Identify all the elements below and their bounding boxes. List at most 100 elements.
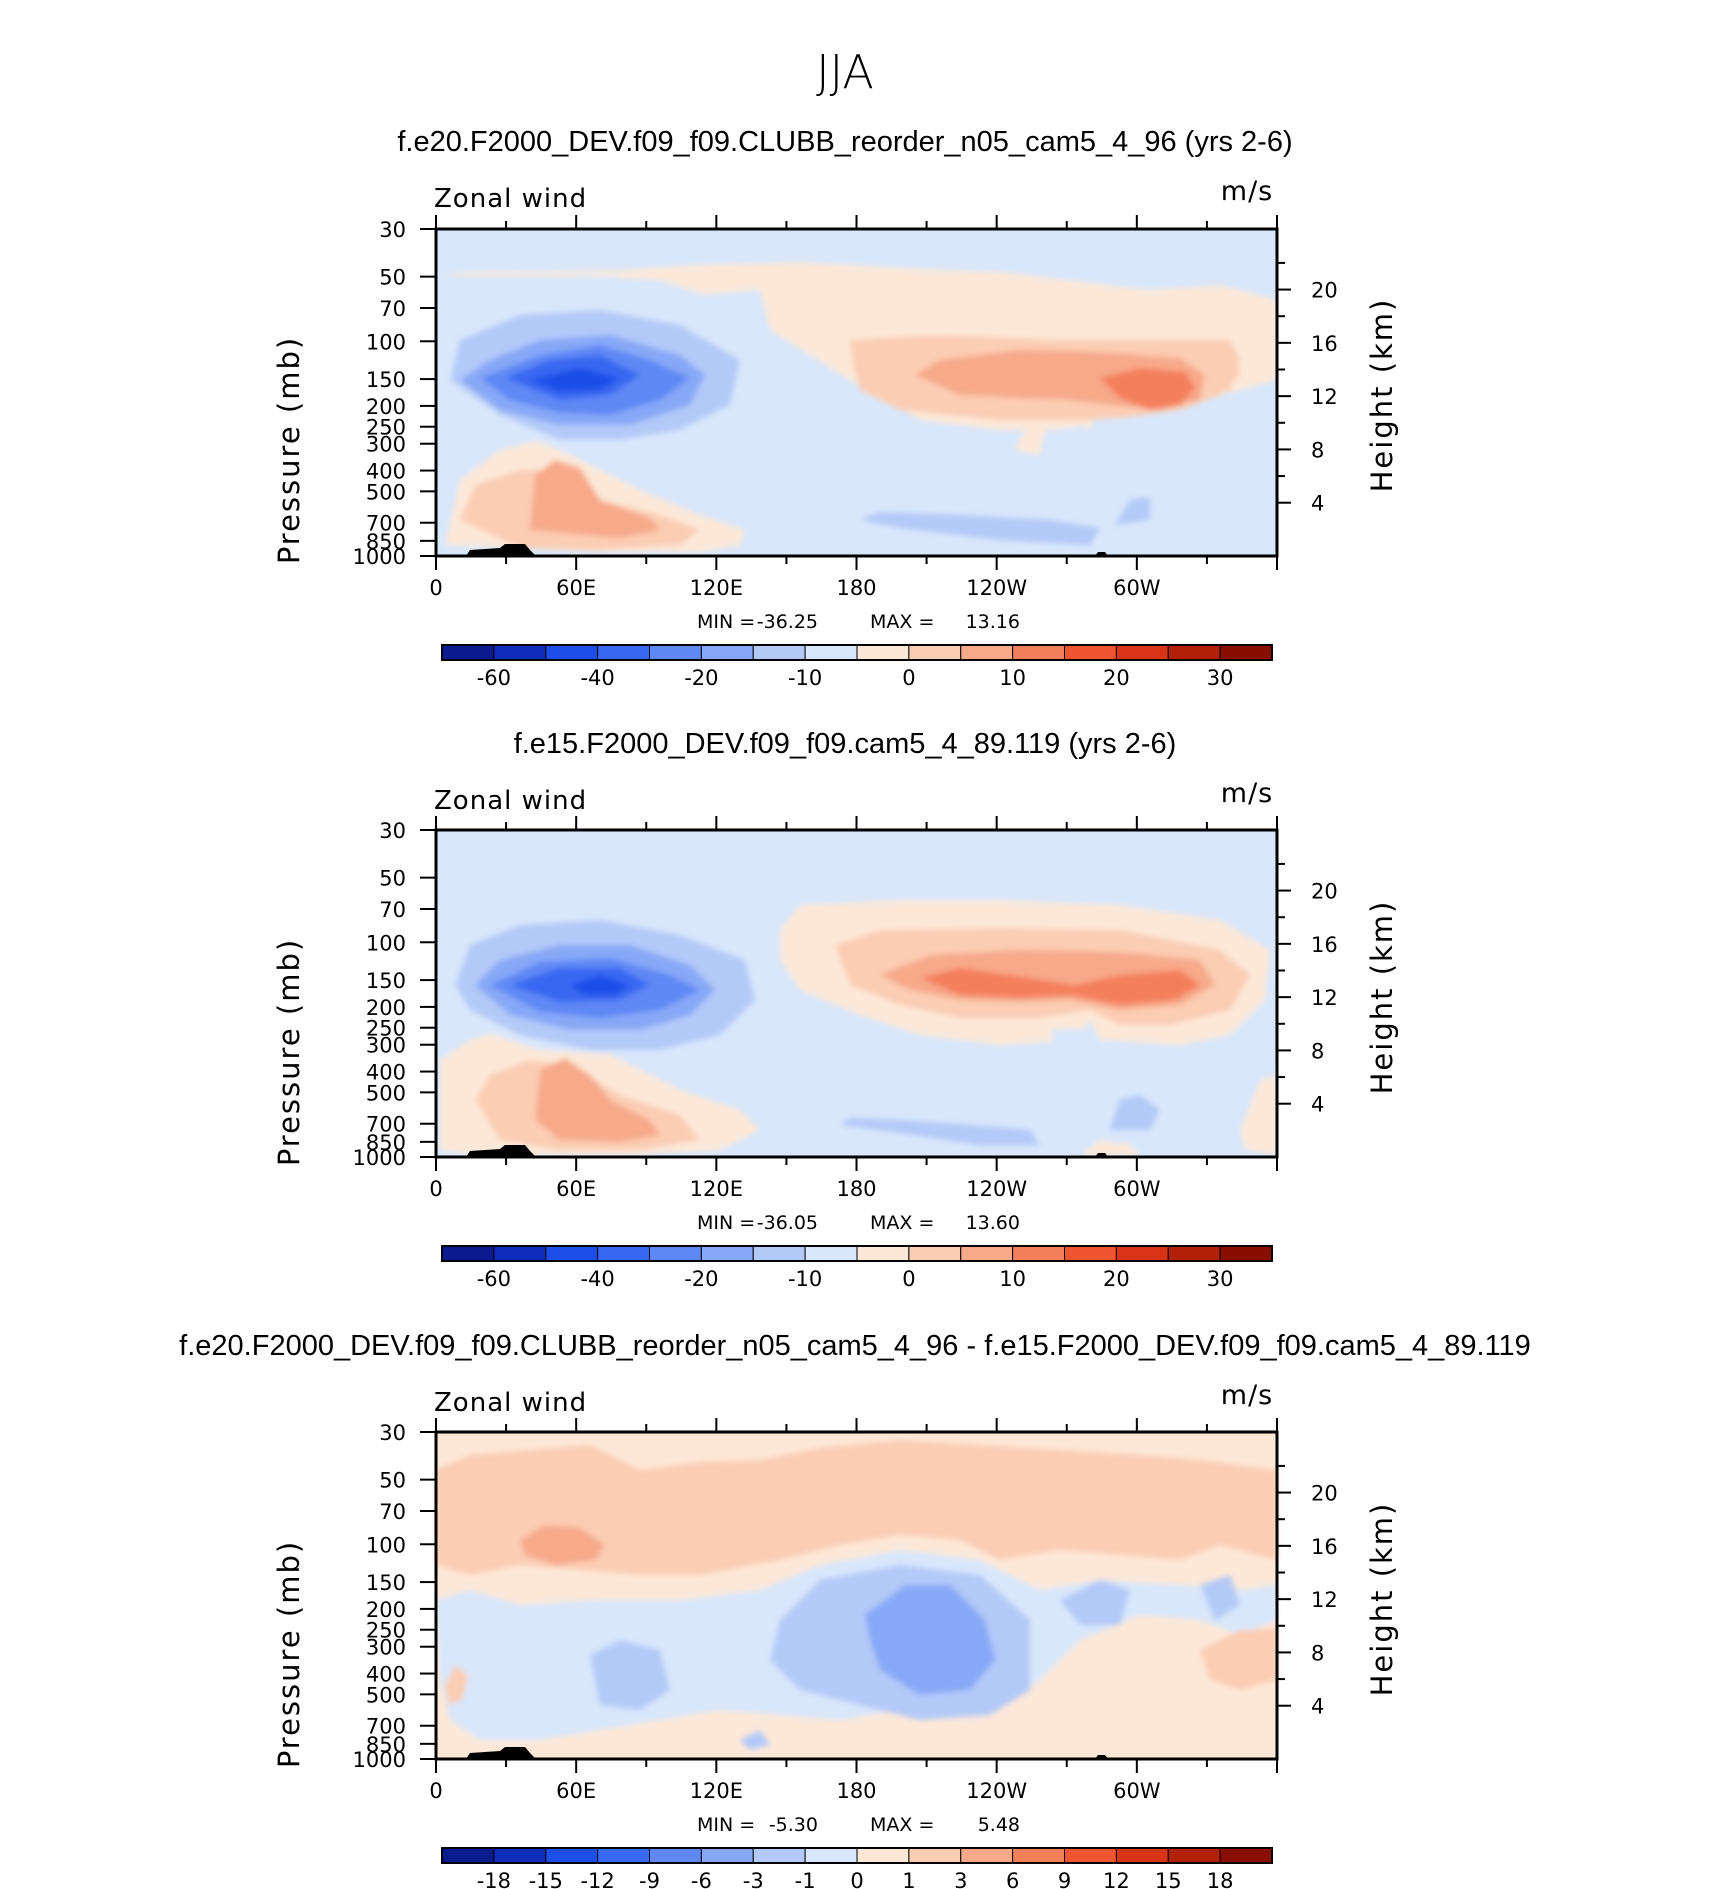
- y-tick-label: 1000: [353, 545, 406, 569]
- colorbar-frame: [441, 644, 1273, 661]
- y-tick-label: 400: [366, 1663, 406, 1687]
- contour-1-to-3-lower: [445, 1665, 468, 1705]
- y-tick-label: 700: [366, 512, 406, 536]
- colorbar-box: [1167, 1847, 1221, 1864]
- colorbar-label: 6: [1006, 1869, 1019, 1889]
- colorbar-box: [700, 644, 754, 661]
- colorbar-label: -6: [691, 1869, 712, 1889]
- colorbar-label: -40: [580, 1267, 614, 1291]
- colorbar-box: [1167, 644, 1221, 661]
- panel-1: f.e20.F2000_DEV.f09_f09.CLUBB_reorder_n0…: [272, 126, 1399, 690]
- variable-label: Zonal wind: [434, 1388, 587, 1418]
- y-tick-label: 150: [366, 1571, 406, 1595]
- max-label: MAX =: [870, 1212, 934, 1234]
- colorbar-box: [700, 1245, 754, 1262]
- contour-1-to-3: [436, 1440, 1277, 1575]
- panel-title: f.e20.F2000_DEV.f09_f09.CLUBB_reorder_n0…: [397, 126, 1292, 158]
- x-tick-label: 0: [429, 1177, 442, 1201]
- colorbar-label: 9: [1058, 1869, 1071, 1889]
- contour-field: [434, 227, 1279, 558]
- colorbar-box: [545, 1847, 599, 1864]
- colorbar-label: 10: [999, 1267, 1026, 1291]
- colorbar-label: -20: [684, 1267, 718, 1291]
- y-tick-label: 30: [379, 1421, 406, 1445]
- units-label: m/s: [1221, 176, 1273, 207]
- colorbar-box: [441, 1245, 495, 1262]
- contour-neg6-to-neg3: [865, 1585, 995, 1695]
- variable-label: Zonal wind: [434, 184, 587, 214]
- y-right-tick-label: 4: [1311, 492, 1324, 516]
- y-right-tick-label: 20: [1311, 880, 1338, 904]
- topography: [466, 1747, 536, 1759]
- y-right-tick-label: 20: [1311, 279, 1338, 303]
- y-tick-label: 300: [366, 1636, 406, 1660]
- x-tick-label: 60E: [556, 576, 596, 600]
- y-right-tick-label: 4: [1311, 1695, 1324, 1719]
- colorbar-box: [649, 644, 702, 661]
- colorbar-box: [752, 1245, 806, 1262]
- colorbar-box: [597, 1245, 650, 1262]
- x-tick-label: 120W: [966, 1177, 1027, 1201]
- colorbar-label: -60: [477, 1267, 511, 1291]
- colorbar-label: 18: [1207, 1869, 1234, 1889]
- y-tick-label: 100: [366, 330, 406, 354]
- colorbar-box: [649, 1245, 702, 1262]
- y-tick-label: 70: [379, 1500, 406, 1524]
- colorbar-label: -1: [795, 1869, 816, 1889]
- contour-neg5-to-0-small: [1055, 425, 1090, 442]
- contour-neg10-to-neg5-lower: [840, 1118, 1040, 1145]
- y-tick-label: 500: [366, 1683, 406, 1707]
- colorbar-box: [493, 1847, 547, 1864]
- colorbar-box: [1012, 644, 1065, 661]
- colorbar-box: [597, 644, 650, 661]
- y-right-tick-label: 8: [1311, 1039, 1324, 1063]
- colorbar-label: 10: [999, 666, 1026, 690]
- max-value: 13.60: [966, 1212, 1020, 1234]
- colorbar-label: -12: [580, 1869, 614, 1889]
- min-label: MIN =: [697, 611, 755, 633]
- panel-2: f.e15.F2000_DEV.f09_f09.cam5_4_89.119 (y…: [272, 728, 1399, 1291]
- y-right-axis-label: Height (km): [1365, 900, 1399, 1095]
- colorbar-frame: [441, 1245, 1273, 1262]
- colorbar-label: -40: [580, 666, 614, 690]
- x-tick-label: 120E: [690, 576, 743, 600]
- x-tick-label: 60E: [556, 1177, 596, 1201]
- panel-3: f.e20.F2000_DEV.f09_f09.CLUBB_reorder_n0…: [179, 1330, 1531, 1889]
- colorbar-label: 0: [902, 1267, 915, 1291]
- colorbar-box: [1219, 644, 1273, 661]
- y-tick-label: 400: [366, 1061, 406, 1085]
- max-label: MAX =: [870, 611, 934, 633]
- y-tick-label: 850: [366, 530, 406, 554]
- contour-0-to-1-lower: [1080, 1700, 1150, 1755]
- x-tick-label: 180: [836, 1779, 876, 1803]
- contour-neg5-to-0-small: [1050, 1028, 1088, 1048]
- colorbar-box: [1115, 1847, 1169, 1864]
- colorbar-box: [752, 1847, 806, 1864]
- colorbar-box: [545, 644, 599, 661]
- y-tick-label: 250: [366, 1017, 406, 1041]
- colorbar-box: [441, 644, 495, 661]
- contour-15-to-20: [920, 968, 1200, 1005]
- contour-field: [434, 828, 1279, 1159]
- y-tick-label: 50: [379, 266, 406, 290]
- contour-10-to-15-lower: [530, 460, 660, 538]
- contour-0-to-5-right: [1240, 1075, 1277, 1155]
- x-tick-label: 180: [836, 1177, 876, 1201]
- colorbar-label: 30: [1207, 1267, 1234, 1291]
- contour-1-to-3-lower: [1200, 1628, 1277, 1690]
- colorbar-label: 3: [954, 1869, 967, 1889]
- y-right-tick-label: 4: [1311, 1093, 1324, 1117]
- colorbar-box: [649, 1847, 702, 1864]
- colorbar-box: [804, 1847, 858, 1864]
- colorbar-label: -60: [477, 666, 511, 690]
- x-tick-label: 0: [429, 576, 442, 600]
- colorbar-box: [908, 1245, 962, 1262]
- colorbar-box: [441, 1847, 495, 1864]
- contour-field: [434, 1430, 1279, 1761]
- colorbar-box: [856, 1847, 910, 1864]
- colorbar-label: -15: [529, 1869, 563, 1889]
- max-value: 5.48: [978, 1814, 1020, 1836]
- y-tick-label: 200: [366, 395, 406, 419]
- y-tick-label: 850: [366, 1733, 406, 1757]
